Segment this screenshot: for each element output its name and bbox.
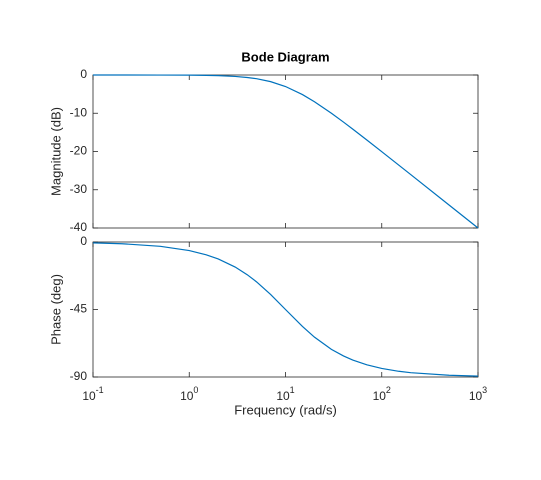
x-tick-exponent: 3 — [482, 385, 487, 395]
y-tick-label: -10 — [70, 105, 88, 119]
data-line — [92, 242, 479, 377]
y-axis-label: Magnitude (dB) — [48, 107, 63, 196]
x-tick-label: 102 — [373, 385, 391, 403]
x-tick-label: 100 — [180, 385, 198, 403]
x-tick-label: 10-1 — [82, 385, 103, 403]
data-line — [92, 74, 479, 229]
x-tick-label: 101 — [276, 385, 294, 403]
y-tick-label: 0 — [80, 67, 87, 81]
x-tick-exponent: 2 — [386, 385, 391, 395]
x-tick-base: 10 — [82, 389, 96, 403]
y-tick-label: 0 — [80, 234, 87, 248]
x-tick-exponent: 0 — [193, 385, 198, 395]
x-tick-label: 103 — [469, 385, 487, 403]
x-tick-base: 10 — [180, 389, 194, 403]
y-axis-label: Phase (deg) — [48, 274, 63, 345]
y-tick-label: -90 — [70, 369, 88, 383]
y-tick-label: -20 — [70, 144, 88, 158]
x-tick-base: 10 — [373, 389, 387, 403]
y-tick-label: -45 — [70, 302, 88, 316]
y-tick-label: -40 — [70, 220, 88, 234]
x-axis-label: Frequency (rad/s) — [234, 402, 337, 417]
y-tick-label: -30 — [70, 182, 88, 196]
x-tick-base: 10 — [469, 389, 483, 403]
x-tick-exponent: 1 — [290, 385, 295, 395]
x-tick-base: 10 — [276, 389, 290, 403]
x-tick-exponent: -1 — [96, 385, 104, 395]
chart-title: Bode Diagram — [241, 49, 329, 64]
